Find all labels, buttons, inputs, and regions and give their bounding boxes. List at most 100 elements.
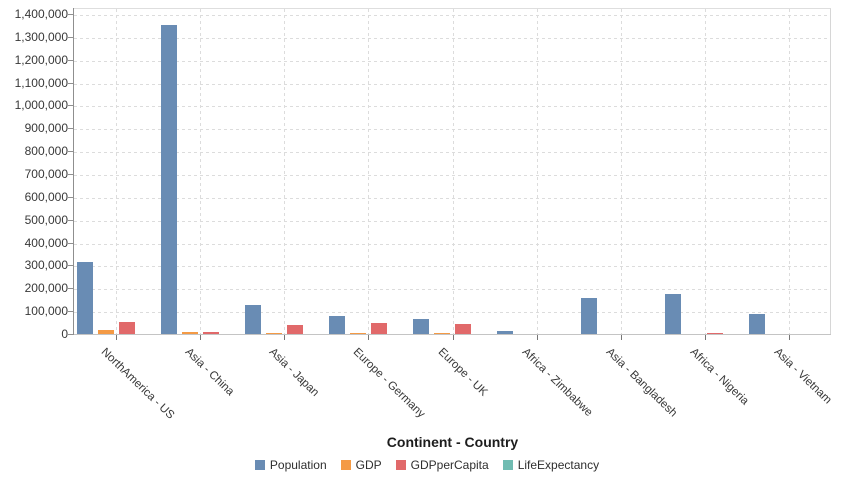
legend-item-gdppercapita: GDPperCapita [395, 458, 489, 472]
y-tick-mark [68, 219, 74, 221]
bar-population-2 [160, 24, 177, 334]
bar-gdp-2 [181, 331, 198, 334]
x-category-label: Europe - UK [435, 346, 490, 399]
y-tick-mark [68, 59, 74, 61]
vertical-gridline [537, 9, 538, 334]
y-tick-mark [68, 174, 74, 175]
y-tick-mark [68, 265, 74, 267]
x-category-label: Asia - China [182, 346, 237, 399]
vertical-gridline [368, 9, 369, 334]
vertical-gridline [789, 9, 790, 334]
x-category-label: Asia - Bangladesh [603, 346, 679, 420]
vertical-gridline [621, 9, 622, 334]
legend-label: LifeExpectancy [517, 458, 600, 472]
y-tick-mark [68, 196, 74, 198]
bar-population-6 [497, 330, 514, 334]
y-tick-mark [68, 334, 74, 335]
x-tick-mark [116, 335, 117, 340]
y-tick-label: 600,000 [24, 189, 68, 204]
bar-gdppercapita-3 [286, 325, 303, 334]
legend-swatch-icon [254, 460, 265, 470]
x-category-label: Asia - Vietnam [771, 346, 834, 407]
horizontal-gridline [74, 289, 830, 291]
x-tick-mark [705, 335, 706, 340]
y-tick-label: 200,000 [24, 281, 68, 296]
legend-item-lifeexpectancy: LifeExpectancy [502, 458, 600, 472]
bar-gdppercapita-4 [370, 323, 387, 334]
y-tick-label: 1,400,000 [14, 7, 68, 21]
bar-gdppercapita-8 [707, 333, 724, 334]
y-tick-mark [68, 311, 74, 313]
y-tick-mark [68, 82, 74, 84]
x-axis-title: Continent - Country [386, 434, 519, 450]
y-tick-mark [68, 14, 74, 15]
bar-gdppercapita-1 [118, 321, 135, 334]
y-tick-label: 300,000 [24, 258, 68, 273]
x-category-label: Africa - Zimbabwe [519, 346, 595, 420]
vertical-gridline [200, 9, 201, 334]
y-tick-label: 500,000 [24, 212, 68, 227]
y-tick-mark [68, 242, 74, 244]
x-tick-mark [200, 335, 201, 340]
y-tick-label: 1,000,000 [14, 98, 68, 113]
legend-item-gdp: GDP [340, 458, 382, 472]
vertical-gridline [284, 9, 285, 334]
vertical-gridline [453, 9, 454, 334]
legend-label: GDPperCapita [410, 458, 489, 472]
x-category-label: Africa - Nigeria [687, 346, 751, 408]
horizontal-gridline [74, 129, 830, 131]
horizontal-gridline [74, 175, 830, 176]
vertical-gridline [705, 9, 706, 334]
horizontal-gridline [74, 243, 830, 245]
bar-population-5 [412, 319, 429, 334]
y-tick-label: 0 [61, 327, 68, 341]
legend-swatch-icon [502, 460, 513, 470]
y-tick-mark [68, 36, 74, 38]
x-axis-line [74, 334, 831, 335]
x-category-label: Europe - Germany [351, 346, 428, 421]
bar-population-4 [328, 315, 345, 334]
bar-population-7 [581, 298, 598, 334]
y-tick-label: 800,000 [24, 144, 68, 159]
x-tick-mark [537, 335, 538, 340]
bar-population-8 [665, 294, 682, 334]
y-tick-mark [68, 151, 74, 153]
bar-population-3 [244, 304, 261, 334]
horizontal-gridline [74, 152, 830, 154]
bar-population-1 [76, 262, 93, 334]
plot-area [74, 8, 831, 334]
y-tick-label: 400,000 [24, 235, 68, 250]
horizontal-gridline [74, 106, 830, 108]
horizontal-gridline [74, 197, 830, 199]
x-tick-mark [284, 335, 285, 340]
y-tick-label: 1,200,000 [14, 52, 68, 67]
legend-swatch-icon [395, 460, 406, 470]
x-category-label: Asia - Japan [266, 346, 322, 400]
x-category-label: NorthAmerica - US [98, 346, 177, 422]
horizontal-gridline [74, 83, 830, 85]
horizontal-gridline [74, 60, 830, 62]
bar-gdp-3 [265, 332, 282, 334]
y-tick-label: 1,300,000 [14, 29, 68, 44]
horizontal-gridline [74, 37, 830, 39]
legend-item-population: Population [254, 458, 327, 472]
horizontal-gridline [74, 220, 830, 222]
legend-label: Population [269, 458, 327, 472]
bar-gdppercapita-2 [202, 332, 219, 334]
legend-swatch-icon [340, 460, 351, 470]
legend-label: GDP [355, 458, 382, 472]
bar-gdp-1 [97, 330, 114, 334]
horizontal-gridline [74, 15, 830, 16]
y-tick-label: 100,000 [24, 304, 68, 319]
y-tick-label: 700,000 [24, 167, 68, 181]
y-tick-label: 900,000 [24, 121, 68, 136]
x-tick-mark [621, 335, 622, 340]
horizontal-gridline [74, 312, 830, 314]
y-tick-mark [68, 288, 74, 290]
x-tick-mark [789, 335, 790, 340]
legend: Population GDP GDPperCapita LifeExpectancy [0, 458, 854, 472]
x-tick-mark [453, 335, 454, 340]
y-tick-label: 1,100,000 [14, 75, 68, 90]
y-tick-mark [68, 128, 74, 130]
